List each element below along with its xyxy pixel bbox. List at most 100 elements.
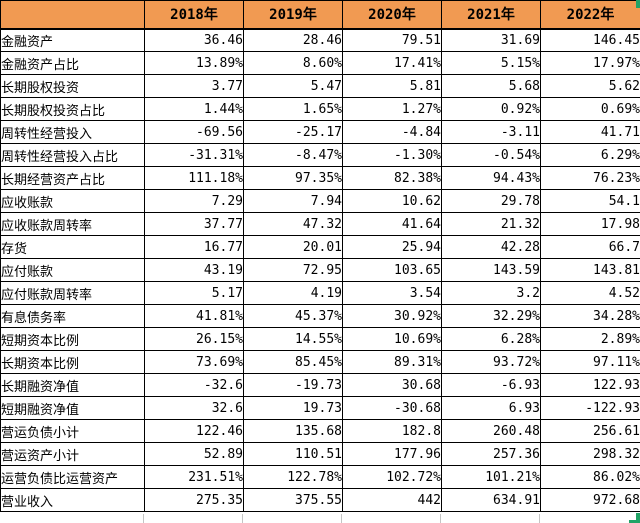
cell-value[interactable]: 26.15% bbox=[144, 327, 244, 351]
cell-value[interactable]: 122.46 bbox=[144, 419, 244, 443]
cell-value[interactable]: 260.48 bbox=[441, 419, 541, 443]
cell-value[interactable]: 21.32 bbox=[441, 212, 541, 236]
cell-value[interactable]: -1.30% bbox=[342, 143, 442, 167]
cell-value[interactable]: 8.60% bbox=[243, 51, 343, 75]
cell-value[interactable]: 111.18% bbox=[144, 166, 244, 190]
cell-value[interactable]: -3.11 bbox=[441, 120, 541, 144]
cell-value[interactable]: 972.68 bbox=[540, 488, 640, 512]
cell-value[interactable]: 4.52 bbox=[540, 281, 640, 305]
cell-value[interactable]: 10.62 bbox=[342, 189, 442, 213]
cell-value[interactable]: 85.45% bbox=[243, 350, 343, 374]
cell-value[interactable]: 6.93 bbox=[441, 396, 541, 420]
cell-value[interactable]: 5.68 bbox=[441, 74, 541, 98]
cell-value[interactable]: 3.2 bbox=[441, 281, 541, 305]
row-label[interactable]: 营运资产小计 bbox=[0, 442, 145, 466]
row-label[interactable]: 存货 bbox=[0, 235, 145, 259]
cell-value[interactable]: 182.8 bbox=[342, 419, 442, 443]
cell-value[interactable]: 0.69% bbox=[540, 97, 640, 121]
cell-value[interactable]: 47.32 bbox=[243, 212, 343, 236]
row-label[interactable]: 应收账款 bbox=[0, 189, 145, 213]
cell-value[interactable]: 102.72% bbox=[342, 465, 442, 489]
cell-value[interactable]: 1.65% bbox=[243, 97, 343, 121]
cell-value[interactable]: 110.51 bbox=[243, 442, 343, 466]
cell-value[interactable]: 37.77 bbox=[144, 212, 244, 236]
row-label[interactable]: 周转性经营投入 bbox=[0, 120, 145, 144]
cell-value[interactable]: 3.77 bbox=[144, 74, 244, 98]
cell-value[interactable]: 2.89% bbox=[540, 327, 640, 351]
cell-value[interactable]: 101.21% bbox=[441, 465, 541, 489]
cell-value[interactable]: -69.56 bbox=[144, 120, 244, 144]
cell-value[interactable]: 1.27% bbox=[342, 97, 442, 121]
row-label[interactable]: 有息债务率 bbox=[0, 304, 145, 328]
cell-value[interactable]: 54.1 bbox=[540, 189, 640, 213]
cell-value[interactable]: 89.31% bbox=[342, 350, 442, 374]
cell-value[interactable]: 29.78 bbox=[441, 189, 541, 213]
cell-value[interactable]: -19.73 bbox=[243, 373, 343, 397]
cell-value[interactable]: 93.72% bbox=[441, 350, 541, 374]
row-label[interactable]: 运营负债比运营资产 bbox=[0, 465, 145, 489]
cell-value[interactable]: 177.96 bbox=[342, 442, 442, 466]
cell-value[interactable]: 86.02% bbox=[540, 465, 640, 489]
cell-value[interactable]: -6.93 bbox=[441, 373, 541, 397]
cell-value[interactable]: 32.6 bbox=[144, 396, 244, 420]
cell-value[interactable]: 66.7 bbox=[540, 235, 640, 259]
cell-value[interactable]: 257.36 bbox=[441, 442, 541, 466]
cell-value[interactable]: 0.92% bbox=[441, 97, 541, 121]
cell-value[interactable]: 103.65 bbox=[342, 258, 442, 282]
cell-value[interactable]: 76.23% bbox=[540, 166, 640, 190]
cell-value[interactable]: 5.62 bbox=[540, 74, 640, 98]
cell-value[interactable]: 122.78% bbox=[243, 465, 343, 489]
cell-value[interactable]: 45.37% bbox=[243, 304, 343, 328]
row-label[interactable]: 长期经营资产占比 bbox=[0, 166, 145, 190]
cell-value[interactable]: -31.31% bbox=[144, 143, 244, 167]
cell-value[interactable]: 17.97% bbox=[540, 51, 640, 75]
cell-value[interactable]: 6.29% bbox=[540, 143, 640, 167]
cell-value[interactable]: 6.28% bbox=[441, 327, 541, 351]
cell-value[interactable]: 5.15% bbox=[441, 51, 541, 75]
cell-value[interactable]: 7.94 bbox=[243, 189, 343, 213]
cell-value[interactable]: 5.47 bbox=[243, 74, 343, 98]
cell-value[interactable]: 634.91 bbox=[441, 488, 541, 512]
cell-value[interactable]: 1.44% bbox=[144, 97, 244, 121]
cell-value[interactable]: 97.35% bbox=[243, 166, 343, 190]
cell-value[interactable]: 17.98 bbox=[540, 212, 640, 236]
cell-value[interactable]: -32.6 bbox=[144, 373, 244, 397]
cell-value[interactable]: 73.69% bbox=[144, 350, 244, 374]
cell-value[interactable]: 375.55 bbox=[243, 488, 343, 512]
cell-value[interactable]: -122.93 bbox=[540, 396, 640, 420]
cell-value[interactable]: 94.43% bbox=[441, 166, 541, 190]
row-label[interactable]: 周转性经营投入占比 bbox=[0, 143, 145, 167]
cell-value[interactable]: 31.69 bbox=[441, 28, 541, 52]
cell-value[interactable]: 13.89% bbox=[144, 51, 244, 75]
cell-value[interactable]: 28.46 bbox=[243, 28, 343, 52]
row-label[interactable]: 金融资产占比 bbox=[0, 51, 145, 75]
cell-value[interactable]: 52.89 bbox=[144, 442, 244, 466]
row-label[interactable]: 长期股权投资 bbox=[0, 74, 145, 98]
cell-value[interactable]: 10.69% bbox=[342, 327, 442, 351]
row-label[interactable]: 短期资本比例 bbox=[0, 327, 145, 351]
row-label[interactable]: 金融资产 bbox=[0, 28, 145, 52]
row-label[interactable]: 营运负债小计 bbox=[0, 419, 145, 443]
row-label[interactable]: 短期融资净值 bbox=[0, 396, 145, 420]
cell-value[interactable]: 14.55% bbox=[243, 327, 343, 351]
cell-value[interactable]: 256.61 bbox=[540, 419, 640, 443]
cell-value[interactable]: 231.51% bbox=[144, 465, 244, 489]
row-label[interactable]: 长期融资净值 bbox=[0, 373, 145, 397]
cell-value[interactable]: 16.77 bbox=[144, 235, 244, 259]
cell-value[interactable]: 122.93 bbox=[540, 373, 640, 397]
column-header-year[interactable]: 2022年 bbox=[540, 0, 640, 30]
row-label[interactable]: 营业收入 bbox=[0, 488, 145, 512]
cell-value[interactable]: 135.68 bbox=[243, 419, 343, 443]
column-header-year[interactable]: 2019年 bbox=[243, 0, 343, 30]
cell-value[interactable]: 7.29 bbox=[144, 189, 244, 213]
cell-value[interactable]: 36.46 bbox=[144, 28, 244, 52]
cell-value[interactable]: 79.51 bbox=[342, 28, 442, 52]
cell-value[interactable]: 17.41% bbox=[342, 51, 442, 75]
cell-value[interactable]: 3.54 bbox=[342, 281, 442, 305]
column-header-year[interactable]: 2020年 bbox=[342, 0, 442, 30]
cell-value[interactable]: 20.01 bbox=[243, 235, 343, 259]
cell-value[interactable]: 298.32 bbox=[540, 442, 640, 466]
cell-value[interactable]: -8.47% bbox=[243, 143, 343, 167]
cell-value[interactable]: 97.11% bbox=[540, 350, 640, 374]
cell-value[interactable]: 30.68 bbox=[342, 373, 442, 397]
